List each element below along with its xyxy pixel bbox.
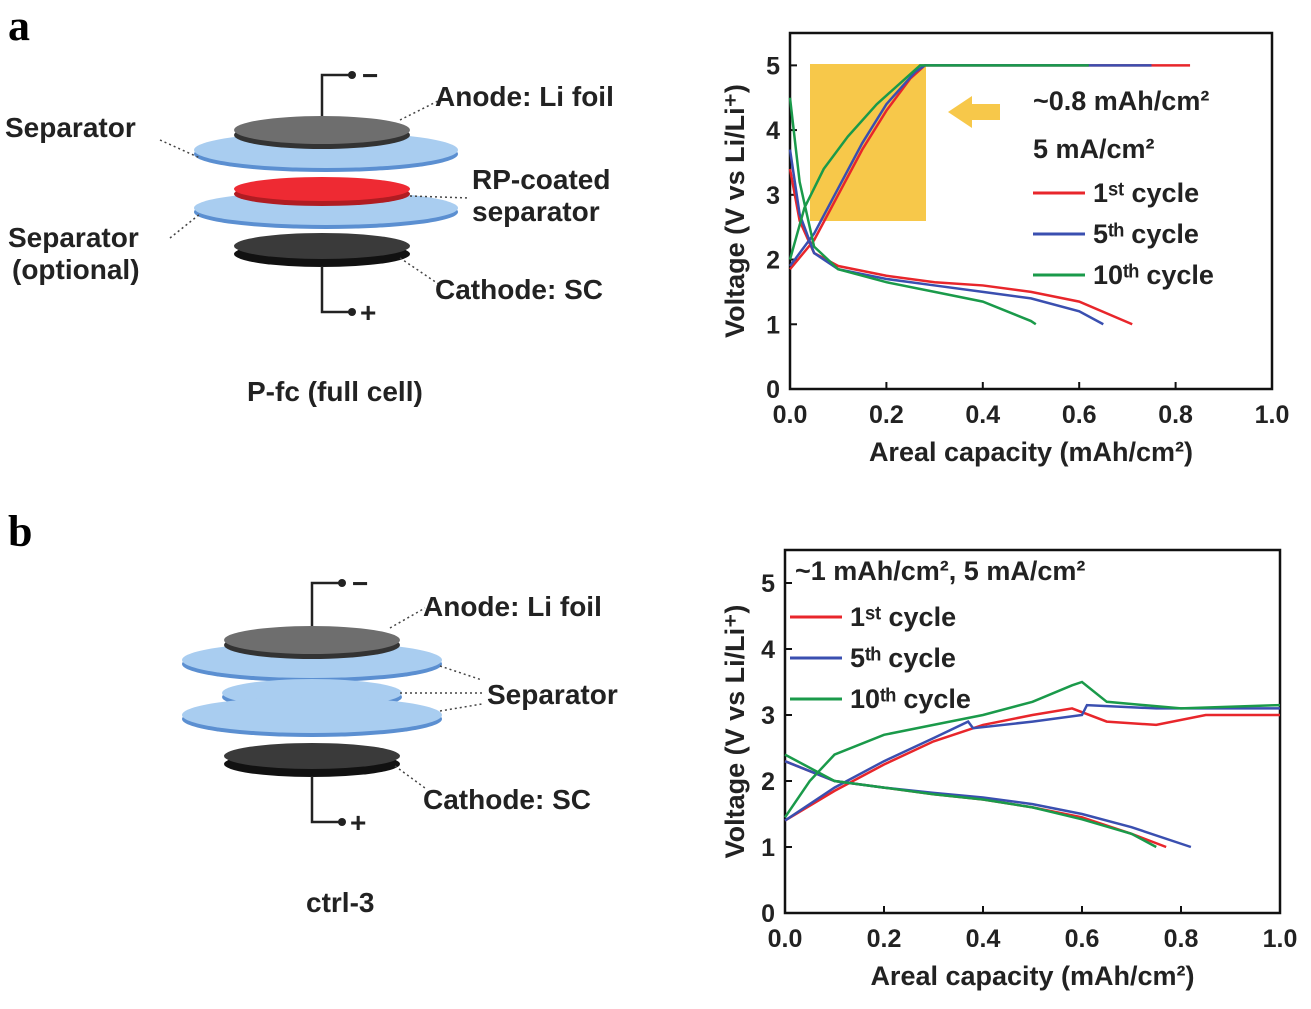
label: RP-coated — [472, 164, 610, 195]
wire — [320, 266, 350, 314]
label: Cathode: SC — [423, 784, 591, 815]
minus-sign: − — [352, 568, 368, 599]
plus-sign: + — [350, 807, 366, 838]
x-tick-label: 0.0 — [768, 925, 803, 953]
y-tick-label: 5 — [761, 570, 775, 598]
annotation: ~1 mAh/cm², 5 mA/cm² — [795, 556, 1085, 586]
plot-frame — [788, 31, 1274, 391]
terminal — [338, 818, 346, 826]
y-tick-label: 4 — [761, 636, 775, 664]
x-tick-label: 0.6 — [1065, 925, 1100, 953]
x-tick-label: 0.6 — [1062, 401, 1097, 429]
x-tick-label: 1.0 — [1255, 401, 1290, 429]
arrow — [948, 96, 1000, 128]
plot-frame — [783, 548, 1282, 915]
wire — [310, 776, 340, 824]
terminal — [338, 579, 346, 587]
annotation: 5 mA/cm² — [1033, 134, 1155, 164]
x-tick-label: 0.0 — [773, 401, 808, 429]
wire — [320, 73, 350, 125]
label: Anode: Li foil — [423, 591, 602, 622]
x-tick-label: 0.2 — [867, 925, 902, 953]
y-axis-label: Voltage (V vs Li/Li⁺) — [720, 605, 750, 859]
y-tick-label: 2 — [766, 247, 780, 275]
annotation: ~0.8 mAh/cm² — [1033, 86, 1209, 116]
y-axis-label: Voltage (V vs Li/Li⁺) — [720, 84, 750, 338]
legend-label: 1ˢᵗ cycle — [1093, 178, 1199, 208]
legend-label: 10ᵗʰ cycle — [850, 684, 971, 714]
anode — [224, 626, 400, 654]
y-tick-label: 2 — [761, 768, 775, 796]
legend-label: 5ᵗʰ cycle — [850, 643, 956, 673]
leader-lines — [159, 99, 471, 286]
label: (optional) — [12, 254, 140, 285]
x-tick-label: 0.4 — [965, 401, 1000, 429]
rp-layer — [234, 177, 410, 201]
data-line — [784, 707, 1280, 849]
terminal — [348, 71, 356, 79]
data-line — [788, 64, 1089, 326]
anode — [234, 116, 410, 144]
label: Separator — [487, 679, 618, 710]
panel-label: a — [8, 1, 30, 50]
caption: P-fc (full cell) — [247, 376, 423, 407]
y-tick-label: 1 — [766, 311, 780, 339]
y-tick-label: 5 — [766, 52, 780, 80]
label: Anode: Li foil — [435, 81, 614, 112]
y-tick-label: 0 — [761, 900, 775, 928]
x-tick-label: 0.8 — [1164, 925, 1199, 953]
label: separator — [472, 196, 600, 227]
x-tick-label: 1.0 — [1263, 925, 1298, 953]
terminal — [348, 308, 356, 316]
y-tick-label: 3 — [766, 182, 780, 210]
y-tick-label: 0 — [766, 376, 780, 404]
label: Cathode: SC — [435, 274, 603, 305]
separator — [182, 697, 442, 733]
y-tick-label: 4 — [766, 117, 780, 145]
y-tick-label: 1 — [761, 834, 775, 862]
panel-label: b — [8, 507, 32, 556]
x-tick-label: 0.2 — [869, 401, 904, 429]
cathode — [224, 743, 400, 769]
leader-lines — [389, 607, 483, 789]
x-axis-label: Areal capacity (mAh/cm²) — [870, 961, 1194, 991]
legend-label: 1ˢᵗ cycle — [850, 602, 956, 632]
cathode — [234, 233, 410, 259]
legend-label: 5ᵗʰ cycle — [1093, 219, 1199, 249]
minus-sign: − — [362, 60, 378, 91]
plus-sign: + — [360, 297, 376, 328]
y-tick-label: 3 — [761, 702, 775, 730]
x-tick-label: 0.4 — [966, 925, 1001, 953]
x-tick-label: 0.8 — [1158, 401, 1193, 429]
x-axis-label: Areal capacity (mAh/cm²) — [869, 437, 1193, 467]
wire — [310, 581, 340, 635]
data-line — [783, 680, 1281, 849]
caption: ctrl-3 — [306, 887, 374, 918]
label: Separator — [5, 112, 136, 143]
data-line — [784, 703, 1280, 849]
legend-label: 10ᵗʰ cycle — [1093, 260, 1214, 290]
label: Separator — [8, 222, 139, 253]
